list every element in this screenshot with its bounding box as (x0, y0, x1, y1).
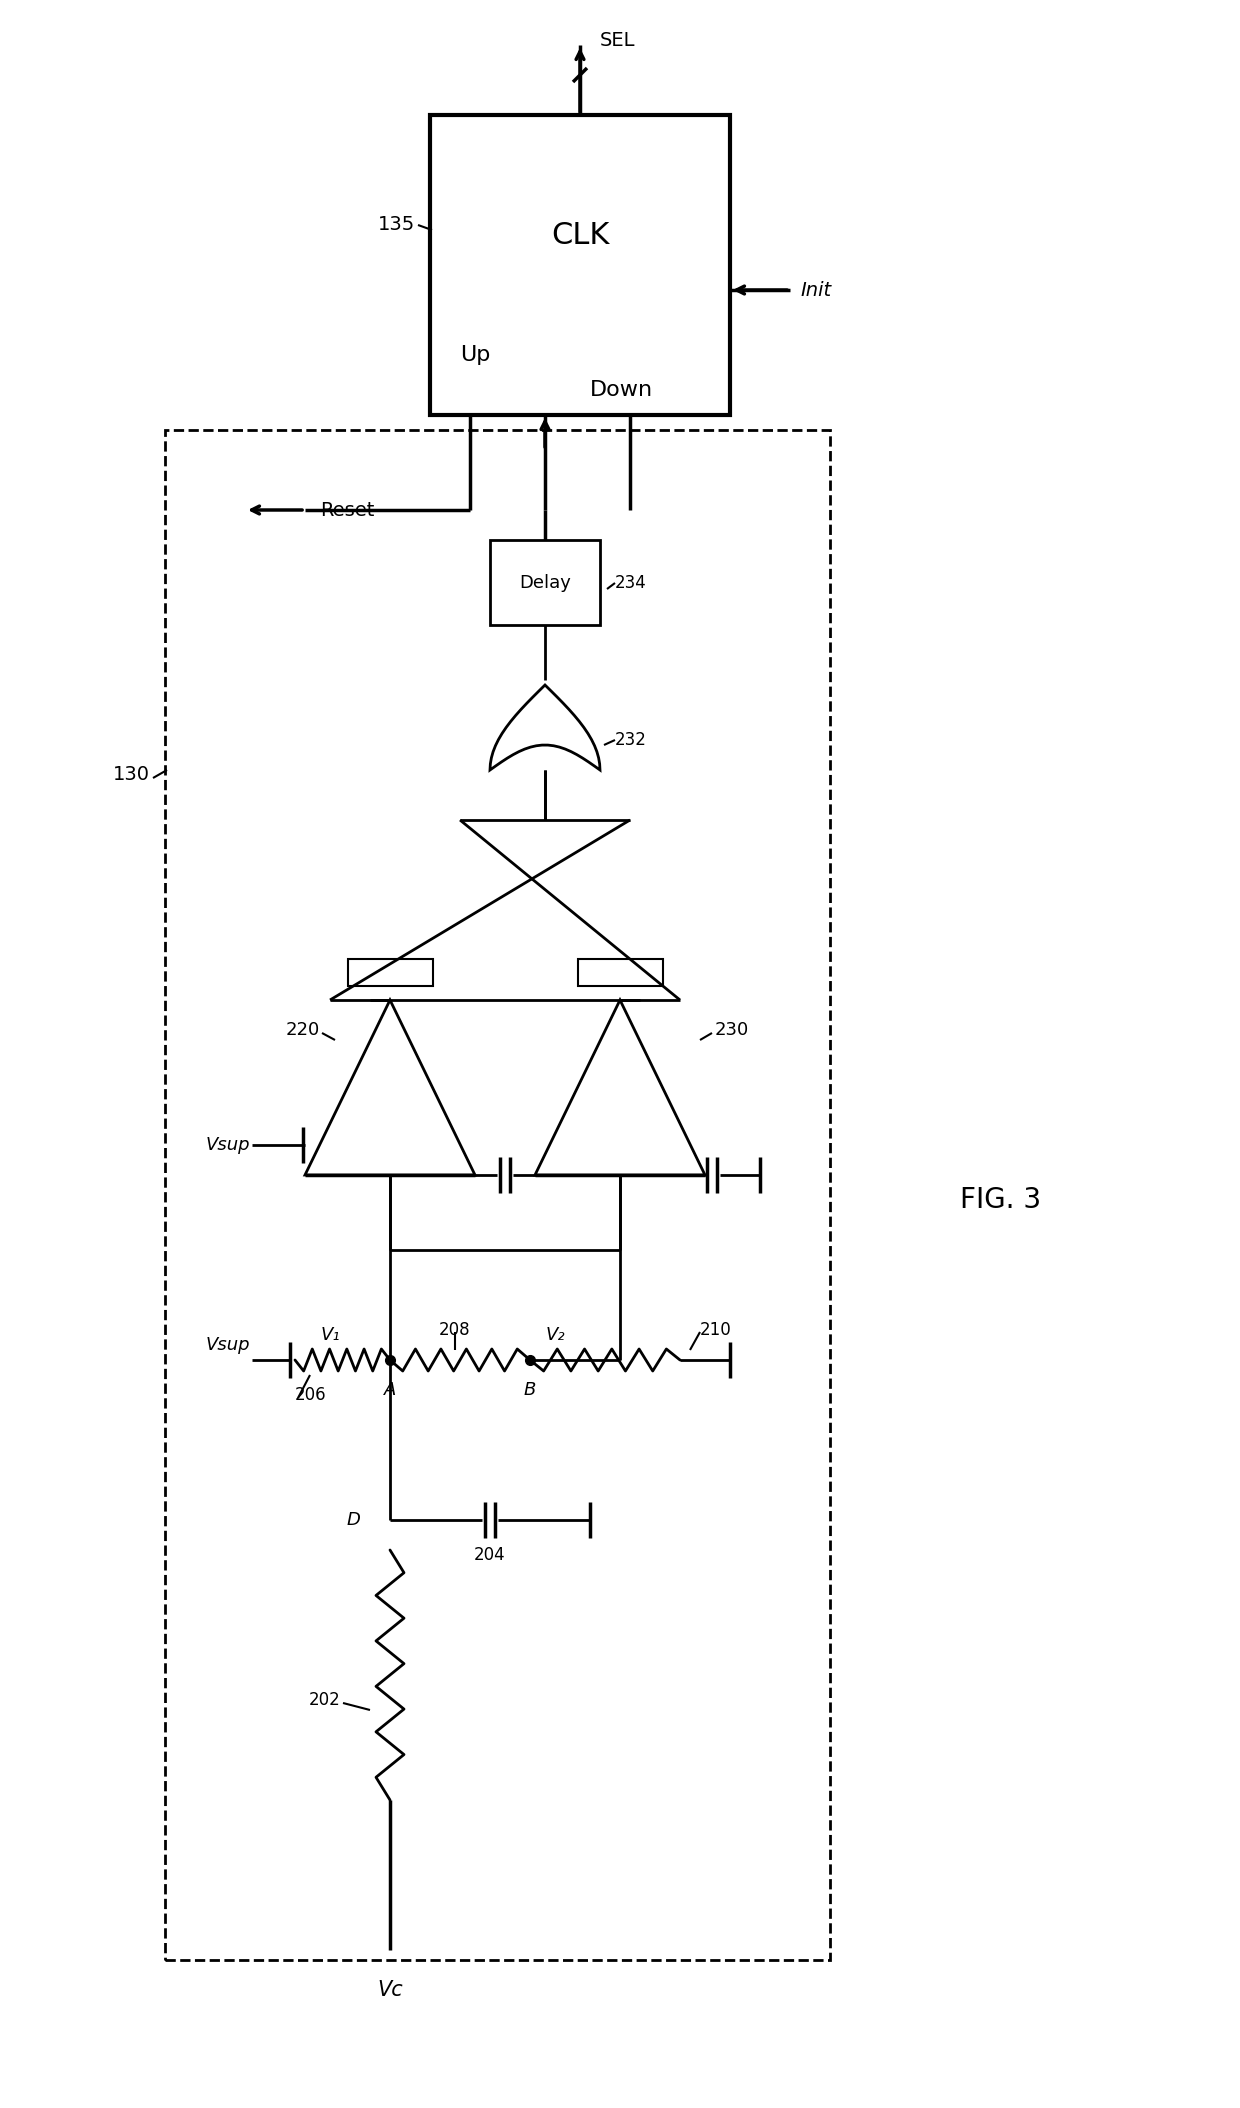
Text: 230: 230 (715, 1020, 749, 1039)
Text: D: D (346, 1511, 360, 1528)
Text: 204: 204 (474, 1545, 506, 1564)
Text: Reset: Reset (320, 500, 374, 519)
Text: Vsup: Vsup (206, 1136, 250, 1153)
Text: 220: 220 (285, 1020, 320, 1039)
Text: SEL: SEL (600, 30, 635, 48)
Polygon shape (305, 999, 475, 1174)
Text: 208: 208 (439, 1322, 471, 1339)
Text: 210: 210 (701, 1322, 732, 1339)
Text: CLK: CLK (551, 221, 609, 249)
Text: 130: 130 (113, 765, 150, 784)
Text: 234: 234 (615, 573, 647, 592)
Bar (490, 540, 600, 624)
Text: 206: 206 (295, 1385, 326, 1404)
Text: Down: Down (590, 379, 653, 401)
Text: A: A (384, 1381, 397, 1400)
Text: V₂: V₂ (546, 1326, 564, 1345)
Text: B: B (523, 1381, 536, 1400)
Text: 135: 135 (378, 215, 415, 234)
Polygon shape (490, 685, 600, 769)
Polygon shape (534, 999, 706, 1174)
Bar (430, 116, 730, 415)
Text: FIG. 3: FIG. 3 (960, 1187, 1042, 1214)
Text: 232: 232 (615, 731, 647, 748)
Text: Vc: Vc (377, 1979, 403, 2000)
Text: Delay: Delay (520, 573, 570, 592)
Bar (165, 430, 830, 1960)
Text: V₁: V₁ (320, 1326, 340, 1345)
Text: 202: 202 (309, 1691, 340, 1710)
Text: Vsup: Vsup (206, 1336, 250, 1353)
Text: Init: Init (800, 280, 831, 299)
Text: Up: Up (460, 346, 490, 365)
